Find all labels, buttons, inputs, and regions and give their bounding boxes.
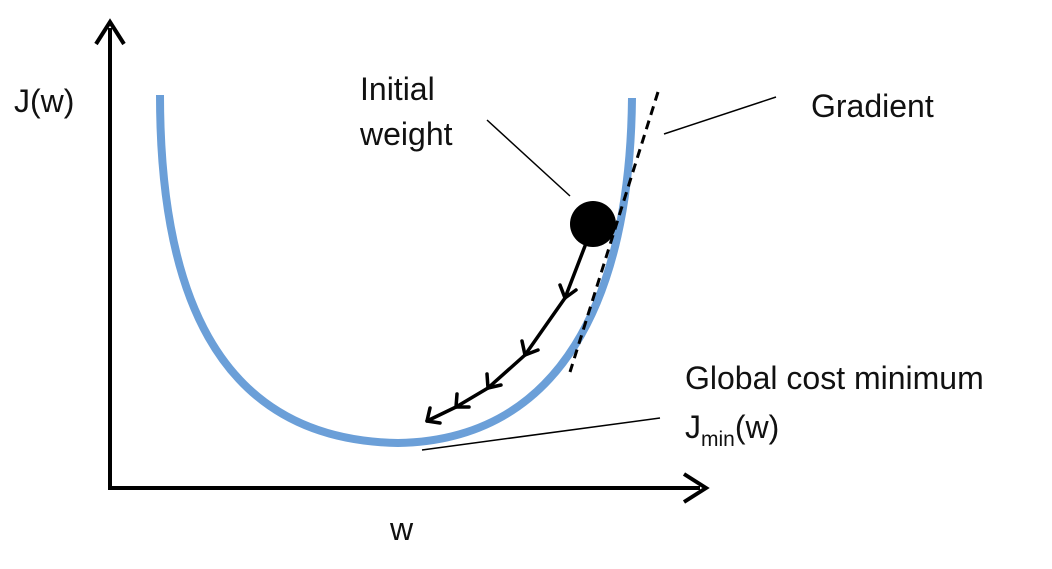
cost-curve <box>156 94 636 448</box>
initial-weight-label-line1: Initial <box>360 71 435 107</box>
descent-step-5 <box>425 405 458 425</box>
x-axis-arrowhead <box>682 472 710 504</box>
jmin-tail: (w) <box>735 409 779 445</box>
global-min-leader <box>421 417 661 451</box>
descent-step-3 <box>485 353 527 390</box>
x-axis-label: w <box>389 511 414 547</box>
y-axis-label: J(w) <box>14 83 74 119</box>
jmin-base: J <box>685 409 701 445</box>
y-axis-arrowhead <box>94 18 126 46</box>
descent-step-1 <box>558 244 587 300</box>
gradient-leader <box>663 96 777 135</box>
jmin-label: Jmin(w) <box>685 409 779 451</box>
global-min-label: Global cost minimum <box>685 360 984 396</box>
initial-weight-label-line2: weight <box>359 116 453 152</box>
jmin-subscript: min <box>701 428 735 451</box>
initial-weight-leader <box>486 119 571 197</box>
descent-steps <box>425 244 587 425</box>
gradient-label: Gradient <box>811 88 934 124</box>
descent-step-2 <box>520 296 567 357</box>
initial-weight-ball <box>570 201 616 247</box>
gradient-tangent-line <box>568 91 660 373</box>
descent-step-4 <box>454 386 490 409</box>
